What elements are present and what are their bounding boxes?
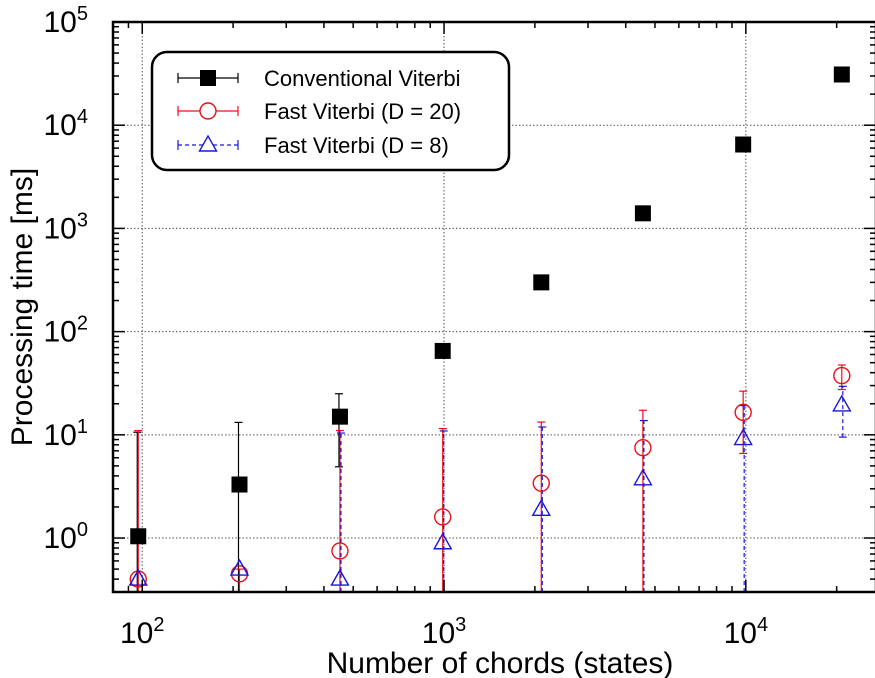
x-tick-label: 104 — [724, 614, 769, 650]
y-tick-label: 103 — [44, 209, 89, 245]
circle-marker — [634, 439, 652, 457]
triangle-marker — [229, 558, 250, 576]
triangle-marker — [633, 468, 653, 486]
legend-box — [150, 50, 511, 172]
legend-entry-fast-d8: Fast Viterbi (D = 8) — [177, 133, 449, 158]
legend-triangle-marker — [198, 134, 218, 152]
circle-marker — [532, 474, 550, 492]
square-marker — [331, 408, 348, 425]
square-marker — [634, 205, 651, 222]
triangle-marker — [330, 568, 350, 586]
x-tick-label: 102 — [120, 614, 165, 650]
legend: Conventional Viterbi Fast Viterbi (D = 2… — [150, 50, 511, 172]
square-marker — [533, 274, 550, 291]
square-marker — [231, 476, 248, 493]
triangle-marker — [128, 568, 148, 586]
y-tick-label: 105 — [44, 3, 89, 39]
legend-circle-marker — [199, 102, 217, 120]
triangle-marker — [733, 428, 753, 446]
plot-frame — [111, 20, 875, 594]
square-marker — [833, 66, 850, 83]
x-axis-title: Number of chords (states) — [327, 647, 674, 678]
data-markers — [128, 66, 852, 588]
circle-marker — [734, 403, 752, 422]
y-tick-label: 100 — [44, 519, 89, 555]
x-tick-label: 103 — [422, 614, 467, 650]
triangle-marker — [433, 532, 453, 550]
y-axis-title: Processing time [ms] — [6, 168, 39, 446]
square-marker — [434, 342, 451, 359]
y-tick-label: 102 — [44, 313, 89, 349]
circle-marker — [331, 542, 349, 560]
legend-entry-conventional: Conventional Viterbi — [177, 66, 461, 91]
circle-marker — [833, 366, 851, 385]
legend-label-conventional: Conventional Viterbi — [264, 66, 461, 91]
axis-ticks — [112, 21, 875, 593]
legend-square-marker — [200, 70, 216, 86]
legend-label-fast-d8: Fast Viterbi (D = 8) — [264, 133, 449, 158]
error-bars — [133, 364, 847, 592]
triangle-marker — [531, 498, 551, 516]
y-tick-label: 101 — [44, 416, 89, 452]
circle-marker — [434, 508, 452, 526]
legend-label-fast-d20: Fast Viterbi (D = 20) — [264, 99, 461, 124]
triangle-marker — [832, 394, 852, 412]
square-marker — [735, 136, 752, 153]
y-tick-label: 104 — [44, 106, 89, 142]
tick-labels: 102 103 104 100 101 102 103 104 105 — [44, 3, 769, 650]
legend-entry-fast-d20: Fast Viterbi (D = 20) — [177, 99, 461, 124]
square-marker — [130, 528, 147, 545]
